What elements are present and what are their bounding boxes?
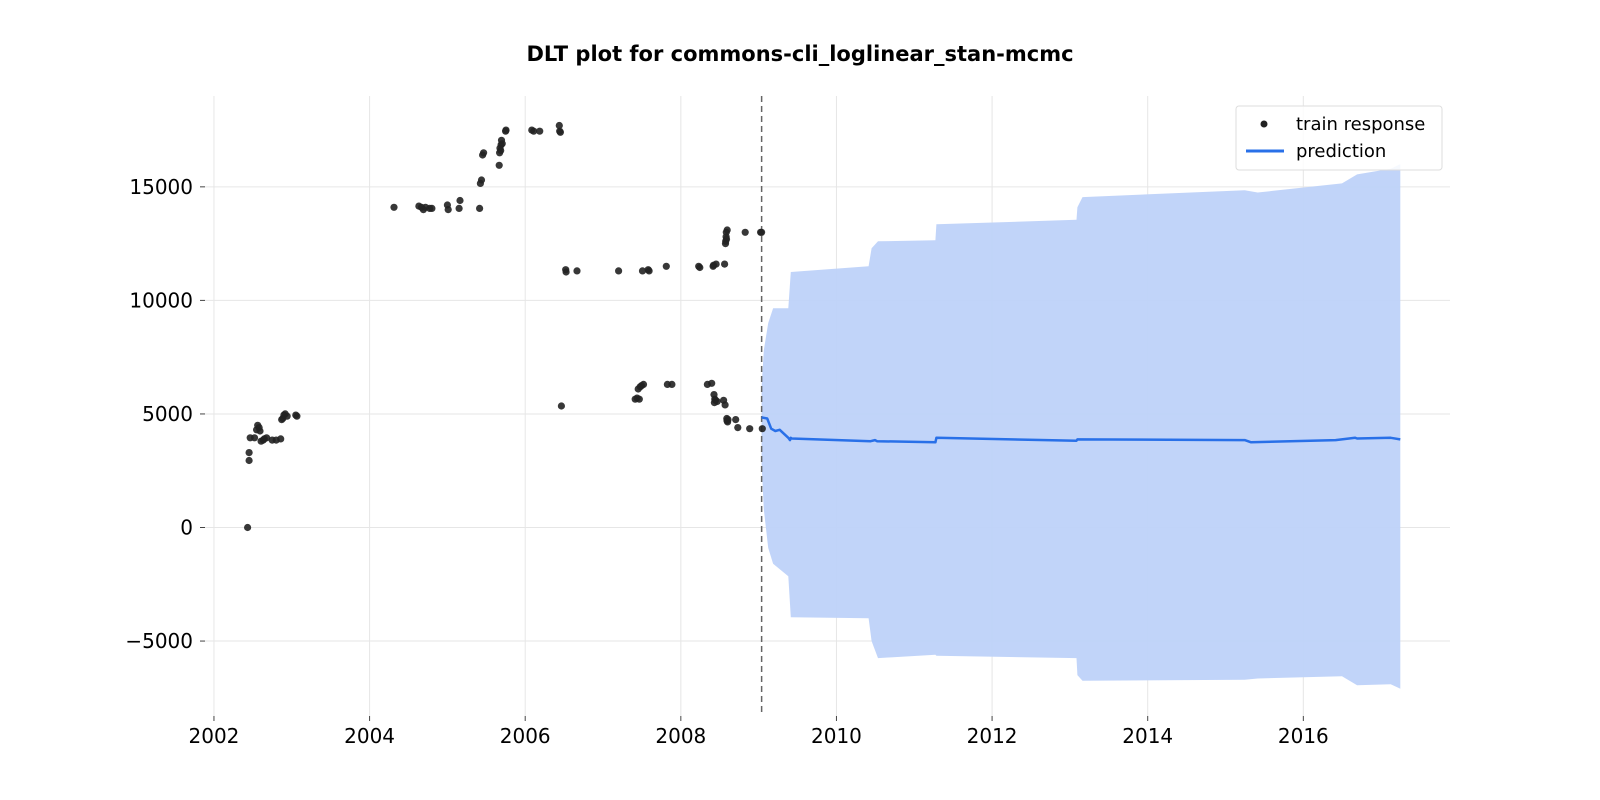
train-point xyxy=(724,416,732,424)
y-tick-label: 10000 xyxy=(129,288,193,312)
y-tick-label: −5000 xyxy=(125,629,193,653)
y-tick-label: 15000 xyxy=(129,175,193,199)
prediction-line-layer xyxy=(761,416,1401,444)
x-tick-label: 2016 xyxy=(1278,724,1329,748)
train-point xyxy=(244,523,252,532)
train-point xyxy=(708,379,716,387)
train-point xyxy=(639,380,648,388)
train-point xyxy=(502,126,510,134)
x-tick-label: 2006 xyxy=(500,724,551,748)
train-point xyxy=(638,267,647,275)
train-point xyxy=(562,268,570,276)
train-point xyxy=(456,196,464,205)
x-tick-label: 2008 xyxy=(655,724,706,748)
train-point xyxy=(390,203,398,211)
prediction-band-layer xyxy=(761,164,1401,689)
train-point xyxy=(732,416,740,424)
x-tick-label: 2002 xyxy=(189,724,240,748)
legend: train response prediction xyxy=(1235,105,1443,171)
train-point xyxy=(723,226,731,234)
legend-train-marker xyxy=(1260,120,1268,128)
train-point xyxy=(758,425,766,433)
train-point xyxy=(497,146,505,155)
train-point xyxy=(263,434,271,442)
legend-train-label: train response xyxy=(1296,114,1425,135)
y-tick-label: 0 xyxy=(180,516,193,540)
train-point xyxy=(498,140,506,148)
train-point xyxy=(758,228,766,236)
train-point xyxy=(455,204,463,212)
train-point xyxy=(746,425,754,433)
legend-prediction-label: prediction xyxy=(1296,141,1386,162)
train-point xyxy=(530,127,538,135)
train-point xyxy=(721,260,729,268)
train-point xyxy=(721,401,729,409)
train-point xyxy=(428,204,436,212)
train-point xyxy=(713,397,721,406)
prediction-line xyxy=(761,416,1401,444)
train-point xyxy=(555,121,563,130)
train-point xyxy=(712,260,720,268)
train-point xyxy=(477,176,486,184)
train-point xyxy=(536,127,544,135)
train-point xyxy=(662,262,670,270)
x-tick-label: 2012 xyxy=(967,724,1018,748)
train-point xyxy=(495,161,503,169)
train-point xyxy=(696,263,704,272)
train-point xyxy=(734,424,742,432)
x-tick-label: 2010 xyxy=(811,724,862,748)
train-point xyxy=(573,267,581,275)
train-point xyxy=(722,235,731,243)
train-point xyxy=(741,228,749,236)
x-tick-label: 2014 xyxy=(1122,724,1173,748)
x-tick-label: 2004 xyxy=(344,724,395,748)
train-point xyxy=(245,456,253,465)
train-point xyxy=(635,395,643,403)
train-point xyxy=(556,128,565,136)
x-axis: 2002 2004 2006 2008 2010 2012 2014 2016 xyxy=(189,716,1329,748)
train-point xyxy=(283,412,291,420)
train-point xyxy=(476,204,484,212)
train-point xyxy=(256,427,264,435)
train-point xyxy=(293,412,301,420)
train-point xyxy=(444,206,452,214)
train-points-layer xyxy=(244,121,766,532)
train-point xyxy=(480,149,488,157)
train-point xyxy=(557,402,566,410)
y-tick-label: 5000 xyxy=(142,402,193,426)
train-point xyxy=(645,267,653,275)
train-point xyxy=(668,380,676,388)
y-axis: −5000 0 5000 10000 15000 xyxy=(125,175,205,653)
train-point xyxy=(245,449,253,457)
train-point xyxy=(250,434,259,442)
chart-title: DLT plot for commons-cli_loglinear_stan-… xyxy=(526,42,1073,66)
prediction-band xyxy=(761,164,1401,689)
legend-box xyxy=(1235,105,1443,171)
train-point xyxy=(277,435,285,443)
train-point xyxy=(615,267,623,275)
